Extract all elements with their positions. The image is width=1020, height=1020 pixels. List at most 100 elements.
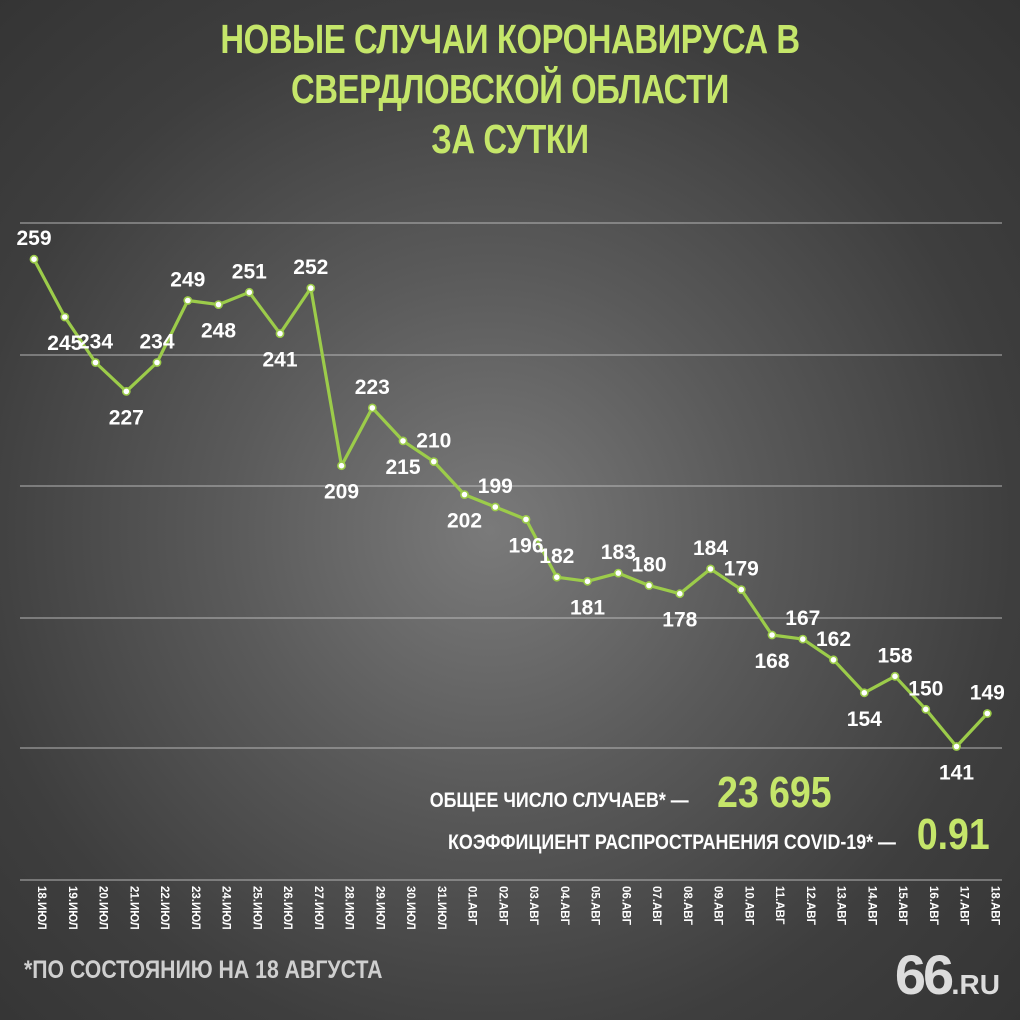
data-label-12.АВГ: 167 xyxy=(785,607,820,630)
logo-number: 66 xyxy=(894,943,954,1006)
data-point-16.АВГ xyxy=(921,704,931,714)
data-point-20.ИЮЛ xyxy=(91,358,100,367)
data-point-06.АВГ xyxy=(613,568,623,578)
data-point-14.АВГ xyxy=(859,688,869,698)
x-tick-label-08.АВГ: 08.АВГ xyxy=(681,886,693,926)
x-tick-label-06.АВГ: 06.АВГ xyxy=(619,886,631,926)
data-label-07.АВГ: 180 xyxy=(631,554,666,577)
logo-domain: RU xyxy=(959,969,1000,1000)
data-point-24.ИЮЛ xyxy=(214,300,223,309)
x-tick-label-18.АВГ: 18.АВГ xyxy=(988,886,1000,926)
x-tick-label-30.ИЮЛ: 30.ИЮЛ xyxy=(404,886,416,930)
data-label-08.АВГ: 178 xyxy=(662,609,697,632)
data-label-09.АВГ: 184 xyxy=(693,537,728,560)
x-tick-label-01.АВГ: 01.АВГ xyxy=(466,886,478,926)
x-tick-label-16.АВГ: 16.АВГ xyxy=(927,886,939,926)
data-point-18.ИЮЛ xyxy=(29,254,39,264)
data-point-15.АВГ xyxy=(890,671,900,681)
data-label-27.ИЮЛ: 252 xyxy=(293,256,328,279)
data-point-23.ИЮЛ xyxy=(183,296,193,305)
x-tick-label-27.ИЮЛ: 27.ИЮЛ xyxy=(312,886,324,930)
data-label-29.ИЮЛ: 223 xyxy=(355,376,390,399)
footnote: *ПО СОСТОЯНИЮ НА 18 АВГУСТА xyxy=(24,956,383,984)
spread-coefficient-label: КОЭФФИЦИЕНТ РАСПРОСТРАНЕНИЯ COVID-19* — xyxy=(448,831,896,854)
data-label-01.АВГ: 202 xyxy=(447,510,482,533)
data-point-13.АВГ xyxy=(829,655,838,665)
x-tick-label-09.АВГ: 09.АВГ xyxy=(712,886,724,926)
data-point-21.ИЮЛ xyxy=(121,386,131,396)
data-label-17.АВГ: 141 xyxy=(939,762,974,785)
data-point-12.АВГ xyxy=(798,634,808,644)
data-point-05.АВГ xyxy=(583,576,592,586)
data-point-03.АВГ xyxy=(521,515,531,524)
data-point-02.АВГ xyxy=(490,502,500,512)
x-tick-label-03.АВГ: 03.АВГ xyxy=(527,886,539,926)
chart-title: НОВЫЕ СЛУЧАИ КОРОНАВИРУСА В СВЕРДЛОВСКОЙ… xyxy=(102,14,918,164)
x-tick-label-26.ИЮЛ: 26.ИЮЛ xyxy=(281,886,293,930)
x-tick-label-20.ИЮЛ: 20.ИЮЛ xyxy=(97,886,109,930)
x-tick-label-21.ИЮЛ: 21.ИЮЛ xyxy=(127,886,139,930)
x-tick-label-05.АВГ: 05.АВГ xyxy=(589,886,601,926)
data-point-18.АВГ xyxy=(982,709,992,718)
data-label-04.АВГ: 182 xyxy=(539,545,574,568)
data-label-24.ИЮЛ: 248 xyxy=(201,320,236,343)
data-point-31.ИЮЛ xyxy=(429,457,439,466)
data-point-28.ИЮЛ xyxy=(337,461,346,471)
x-tick-label-28.ИЮЛ: 28.ИЮЛ xyxy=(343,886,355,930)
data-point-08.АВГ xyxy=(675,589,685,599)
data-point-22.ИЮЛ xyxy=(152,358,162,367)
x-tick-label-25.ИЮЛ: 25.ИЮЛ xyxy=(250,886,262,930)
x-tick-label-22.ИЮЛ: 22.ИЮЛ xyxy=(158,886,170,930)
data-point-27.ИЮЛ xyxy=(306,283,316,293)
data-label-14.АВГ: 154 xyxy=(847,708,882,731)
logo-dot: . xyxy=(951,968,960,1001)
data-label-21.ИЮЛ: 227 xyxy=(109,406,144,429)
data-label-15.АВГ: 158 xyxy=(877,644,912,667)
x-tick-label-11.АВГ: 11.АВГ xyxy=(773,886,785,925)
total-cases-label: ОБЩЕЕ ЧИСЛО СЛУЧАЕВ* — xyxy=(430,789,689,812)
data-point-25.ИЮЛ xyxy=(244,287,254,297)
x-tick-label-14.АВГ: 14.АВГ xyxy=(865,886,877,926)
data-label-18.АВГ: 149 xyxy=(970,682,1005,705)
x-tick-label-02.АВГ: 02.АВГ xyxy=(496,886,508,926)
data-label-13.АВГ: 162 xyxy=(816,628,851,651)
total-cases-value: 23 695 xyxy=(717,768,832,817)
data-label-30.ИЮЛ: 215 xyxy=(385,456,420,479)
chart-title-line-2: ЗА СУТКИ xyxy=(431,116,589,162)
data-point-10.АВГ xyxy=(736,585,746,594)
data-label-22.ИЮЛ: 234 xyxy=(139,331,174,354)
x-tick-label-04.АВГ: 04.АВГ xyxy=(558,886,570,926)
data-point-04.АВГ xyxy=(552,572,562,582)
data-label-23.ИЮЛ: 249 xyxy=(170,269,205,292)
x-tick-label-12.АВГ: 12.АВГ xyxy=(804,886,816,926)
data-label-28.ИЮЛ: 209 xyxy=(324,481,359,504)
x-tick-label-10.АВГ: 10.АВГ xyxy=(742,886,754,926)
x-tick-label-07.АВГ: 07.АВГ xyxy=(650,886,662,926)
x-tick-label-15.АВГ: 15.АВГ xyxy=(896,886,908,926)
data-point-19.ИЮЛ xyxy=(60,312,70,322)
data-point-17.АВГ xyxy=(952,742,961,751)
total-cases-row: ОБЩЕЕ ЧИСЛО СЛУЧАЕВ* — 23 695 xyxy=(384,768,832,818)
data-point-11.АВГ xyxy=(767,630,777,640)
data-label-31.ИЮЛ: 210 xyxy=(416,430,451,453)
data-point-01.АВГ xyxy=(460,490,469,499)
x-tick-label-19.ИЮЛ: 19.ИЮЛ xyxy=(66,886,78,930)
data-point-29.ИЮЛ xyxy=(367,403,377,413)
chart-title-line-1: НОВЫЕ СЛУЧАИ КОРОНАВИРУСА В СВЕРДЛОВСКОЙ… xyxy=(220,16,800,112)
x-tick-label-23.ИЮЛ: 23.ИЮЛ xyxy=(189,886,201,930)
data-label-20.ИЮЛ: 234 xyxy=(78,331,113,354)
data-label-05.АВГ: 181 xyxy=(570,596,605,619)
series-line xyxy=(32,257,989,749)
x-tick-label-18.ИЮЛ: 18.ИЮЛ xyxy=(35,886,47,930)
data-label-18.ИЮЛ: 259 xyxy=(16,227,51,250)
data-point-09.АВГ xyxy=(706,564,715,574)
data-point-26.ИЮЛ xyxy=(275,329,285,338)
x-tick-label-29.ИЮЛ: 29.ИЮЛ xyxy=(373,886,385,930)
x-tick-label-17.АВГ: 17.АВГ xyxy=(958,886,970,926)
data-label-02.АВГ: 199 xyxy=(478,475,513,498)
spread-coefficient-row: КОЭФФИЦИЕНТ РАСПРОСТРАНЕНИЯ COVID-19* — … xyxy=(369,810,990,860)
data-label-19.ИЮЛ: 245 xyxy=(47,332,82,355)
data-label-26.ИЮЛ: 241 xyxy=(262,349,297,372)
data-label-25.ИЮЛ: 251 xyxy=(232,260,267,283)
